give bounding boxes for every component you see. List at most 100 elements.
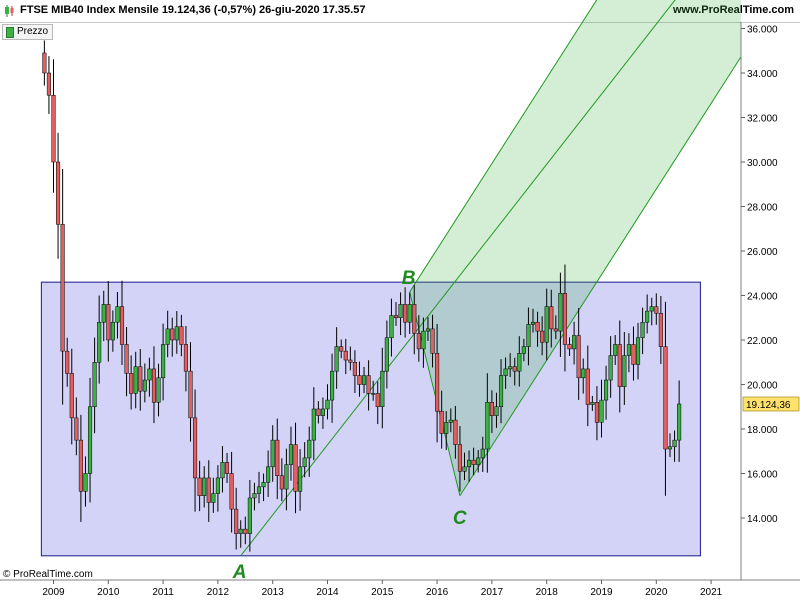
candle: [416, 315, 421, 362]
candle: [489, 390, 494, 434]
candle: [56, 132, 61, 259]
channel-upper-line: [409, 0, 598, 293]
candle: [78, 414, 83, 522]
candle-body-up: [544, 306, 549, 343]
candle-body-down: [234, 508, 239, 534]
candle-body-down: [357, 375, 362, 385]
channel-lower-line: [459, 56, 742, 497]
candle-body-up: [407, 304, 412, 323]
x-tick-label: 2016: [426, 587, 449, 598]
y-tick-label: 32.000: [747, 114, 778, 125]
candle-body-down: [74, 417, 79, 441]
candle: [311, 387, 316, 461]
candle: [97, 295, 102, 384]
y-tick-label: 36.000: [747, 25, 778, 36]
candle: [266, 450, 271, 497]
candle: [631, 326, 636, 381]
candle-body-down: [46, 72, 51, 96]
legend-label: Prezzo: [17, 26, 49, 37]
candle: [183, 325, 188, 392]
axes-layer: 14.000 16.000 18.000 20.000 22.000 24.000 26.0…: [0, 22, 800, 598]
candle: [576, 308, 581, 400]
candle-body-up: [202, 477, 207, 497]
candle: [521, 338, 526, 362]
candle: [193, 389, 198, 512]
candle: [343, 338, 348, 375]
candle: [526, 307, 531, 366]
candle-body-up: [649, 306, 654, 312]
candle-body-down: [170, 328, 175, 341]
candle-body-down: [654, 306, 659, 314]
candle-body-down: [348, 359, 353, 363]
candle: [215, 465, 220, 512]
point-label-c: C: [453, 508, 467, 529]
candle-body-down: [193, 417, 198, 479]
candle-body-down: [279, 475, 284, 490]
candle-body-down: [412, 304, 417, 334]
candle: [202, 466, 207, 508]
candle-body-up: [261, 482, 266, 488]
candle: [425, 317, 431, 342]
candle: [298, 449, 303, 511]
candle-body-down: [60, 224, 65, 352]
candle-body-down: [540, 330, 545, 343]
candle: [161, 323, 166, 401]
candle-body-down: [197, 477, 202, 497]
candle: [69, 348, 74, 445]
candle: [284, 448, 289, 511]
candle: [476, 450, 481, 473]
candle: [471, 447, 476, 476]
legend-price-toggle[interactable]: Prezzo: [2, 24, 54, 40]
x-tick-label: 2011: [152, 587, 174, 598]
candle-body-down: [69, 373, 74, 419]
candle-body-down: [617, 344, 622, 387]
candle: [142, 363, 147, 403]
candle: [293, 422, 298, 514]
candle: [503, 357, 508, 389]
candlestick-icon: [5, 5, 14, 17]
candle-body-up: [256, 486, 262, 494]
candle-body-up: [307, 439, 312, 459]
candle-body-up: [645, 310, 650, 323]
candle: [252, 482, 257, 511]
candle-body-up: [147, 368, 152, 381]
site-name[interactable]: www.ProRealTime.com: [673, 4, 794, 16]
x-tick-label: 2010: [97, 587, 120, 598]
candle-body-up: [608, 355, 613, 381]
candle: [330, 353, 335, 423]
y-tick-label: 20.000: [747, 381, 778, 392]
candle-body-up: [211, 493, 216, 503]
candle: [110, 310, 115, 352]
candle: [594, 386, 599, 441]
x-tick-label: 2018: [536, 587, 559, 598]
candle-body-up: [220, 462, 225, 479]
candle: [562, 264, 568, 372]
candle-body-up: [480, 448, 485, 459]
candle-body-up: [361, 375, 367, 385]
candle-body-down: [549, 306, 554, 330]
candle: [658, 296, 663, 364]
point-label-b: B: [402, 268, 416, 289]
candle-body-up: [252, 493, 257, 499]
candle: [380, 347, 385, 429]
candle: [389, 298, 394, 357]
candle: [234, 487, 239, 550]
credit-text: © ProRealTime.com: [3, 569, 93, 580]
candle-body-up: [384, 337, 389, 372]
pitchfork-channel-layer: [240, 0, 742, 557]
candle-body-down: [631, 344, 636, 365]
candle-body-up: [284, 464, 289, 490]
candle-body-up: [174, 326, 179, 341]
channel-bc-line: [409, 291, 461, 496]
candle: [590, 395, 595, 411]
candle-body-up: [298, 466, 303, 492]
candle-body-up: [371, 393, 376, 395]
candle-body-down: [119, 306, 125, 345]
candle-body-up: [444, 422, 449, 434]
candle: [247, 479, 252, 552]
candle: [448, 408, 453, 433]
candle-body-up: [302, 457, 307, 468]
candle: [393, 302, 399, 326]
candle: [617, 320, 622, 413]
